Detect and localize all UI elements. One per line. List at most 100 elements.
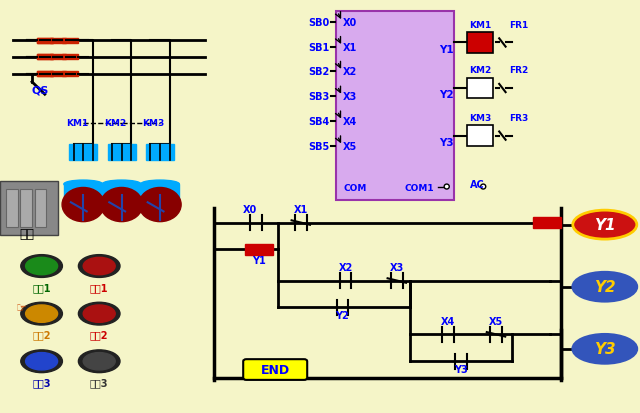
Text: Y2: Y2 [594,280,616,294]
Ellipse shape [20,350,63,373]
Text: KM2: KM2 [104,119,126,128]
Text: Y3: Y3 [454,364,468,374]
Ellipse shape [573,211,637,240]
Text: FR3: FR3 [509,114,528,123]
Ellipse shape [83,258,115,275]
Ellipse shape [20,255,63,278]
Bar [467,78,493,99]
Text: X3: X3 [342,92,356,102]
Text: KM2: KM2 [469,66,491,75]
Text: SB0: SB0 [308,18,330,28]
Bar [63,55,79,60]
Text: X1: X1 [342,43,356,52]
Text: X0: X0 [243,205,257,215]
Ellipse shape [444,185,449,190]
Bar [37,39,53,44]
Ellipse shape [20,302,63,325]
Text: X3: X3 [390,263,404,273]
Text: X2: X2 [339,263,353,273]
Text: AC: AC [470,180,485,190]
Ellipse shape [481,185,486,190]
Bar [63,39,79,44]
Text: 停止1: 停止1 [90,282,108,292]
Text: KM3: KM3 [143,119,164,128]
Ellipse shape [573,335,637,363]
Text: END: END [260,363,290,376]
Ellipse shape [26,305,58,323]
Bar [336,12,454,200]
Text: 电源: 电源 [19,228,34,240]
FancyBboxPatch shape [243,359,307,380]
Bar [35,190,46,227]
Bar [64,185,102,200]
Text: Y2: Y2 [335,310,349,320]
Text: X5: X5 [489,316,503,326]
Bar [102,185,141,200]
Text: COM: COM [344,183,367,192]
Text: 停止2: 停止2 [90,330,108,339]
Text: X5: X5 [342,142,356,152]
Ellipse shape [26,258,58,275]
Bar [37,55,53,60]
Ellipse shape [139,188,181,222]
Ellipse shape [83,305,115,323]
Bar [0,182,58,235]
Ellipse shape [83,353,115,370]
Text: Y1: Y1 [440,45,454,55]
Bar [108,145,136,161]
Ellipse shape [26,353,58,370]
Text: SB3: SB3 [308,92,330,102]
Text: ☞: ☞ [16,302,28,315]
Bar [141,185,179,200]
Text: X2: X2 [342,67,356,77]
Ellipse shape [62,188,104,222]
Bar [37,55,53,60]
Bar [63,72,79,77]
Bar [50,55,66,60]
Bar [6,190,18,227]
Text: Y3: Y3 [440,138,454,147]
Bar [69,145,97,161]
Ellipse shape [64,180,102,189]
Text: Y1: Y1 [252,255,266,265]
Ellipse shape [141,180,179,189]
Text: SB5: SB5 [308,142,330,152]
Text: QS: QS [32,85,49,95]
Ellipse shape [79,255,120,278]
Text: SB1: SB1 [308,43,330,52]
Text: X1: X1 [294,205,308,215]
Ellipse shape [79,302,120,325]
Bar [20,190,32,227]
Text: 停止3: 停止3 [90,377,108,387]
Text: X4: X4 [342,117,356,127]
Text: 启动3: 启动3 [33,377,51,387]
Text: X0: X0 [342,18,356,28]
Text: KM1: KM1 [469,21,491,30]
Bar [50,39,66,44]
Bar [533,218,561,228]
Bar [50,72,66,77]
Text: COM1: COM1 [404,183,434,192]
Text: 启动2: 启动2 [33,330,51,339]
Bar [37,72,53,77]
Text: KM1: KM1 [66,119,88,128]
Text: KM3: KM3 [469,114,491,123]
Bar [467,33,493,54]
Ellipse shape [102,180,141,189]
Text: Y2: Y2 [440,90,454,100]
Bar [37,72,53,77]
Text: SB4: SB4 [308,117,330,127]
Bar [146,145,174,161]
Text: 启动1: 启动1 [33,282,51,292]
Text: FR2: FR2 [509,66,528,75]
Bar [245,244,273,255]
Text: Y3: Y3 [594,342,616,356]
Bar [37,39,53,44]
Bar [467,126,493,147]
Text: Y1: Y1 [594,218,616,233]
Ellipse shape [573,273,637,301]
Text: FR1: FR1 [509,21,528,30]
Text: SB2: SB2 [308,67,330,77]
Ellipse shape [79,350,120,373]
Text: X4: X4 [441,316,455,326]
